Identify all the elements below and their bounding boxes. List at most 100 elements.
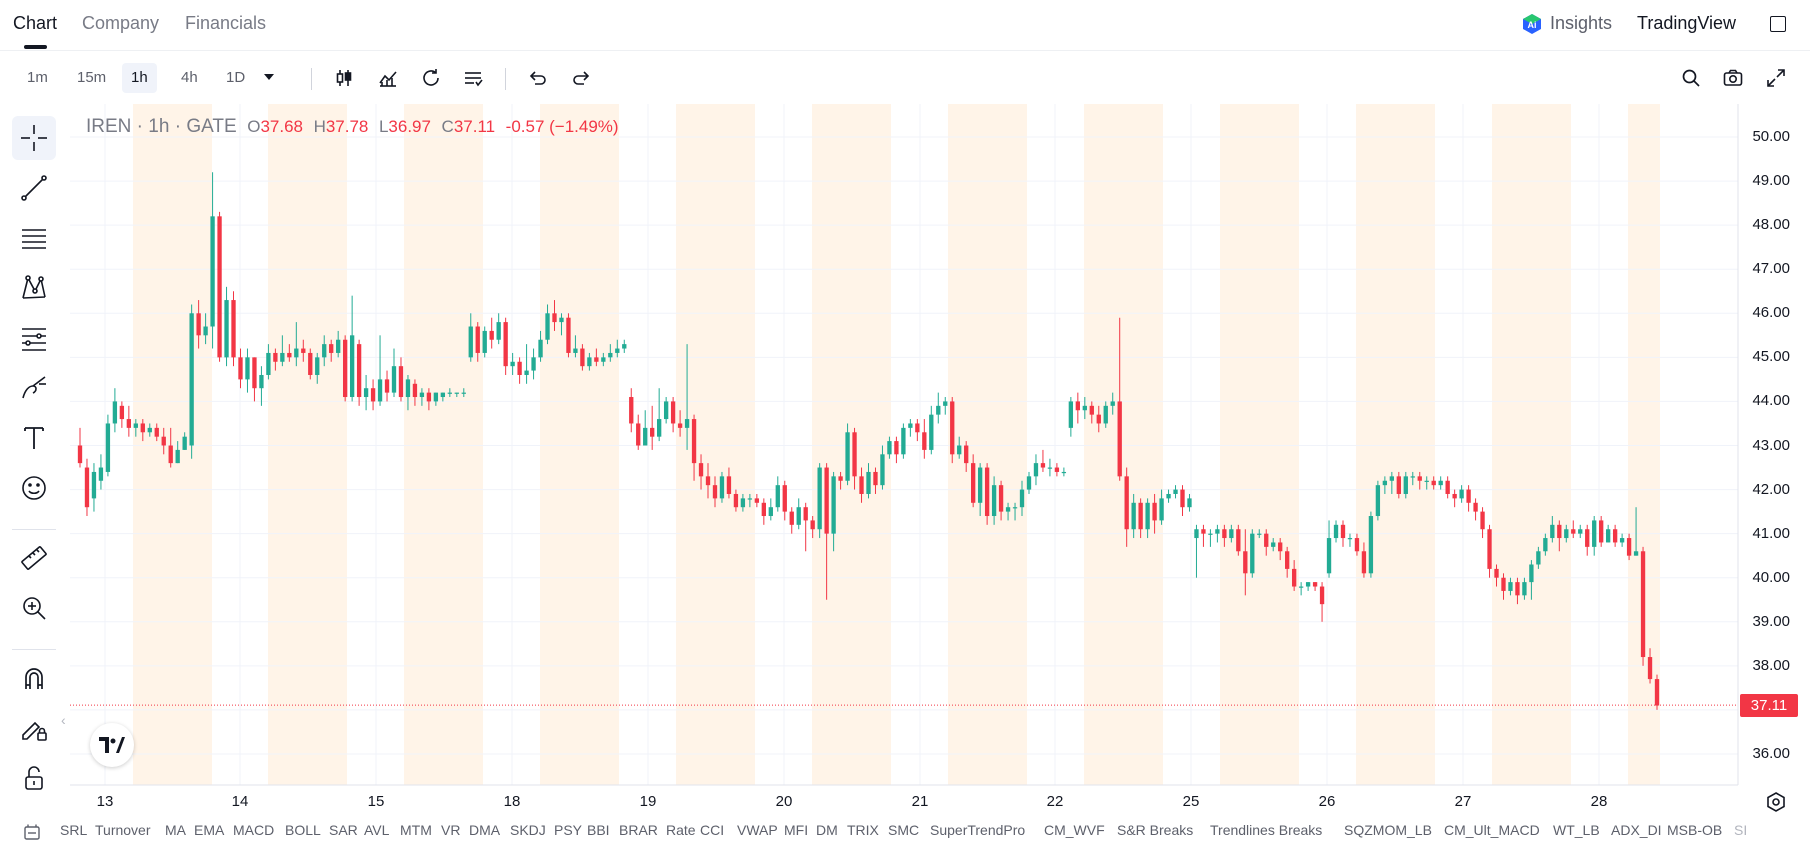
indicator-dma[interactable]: DMA	[469, 822, 501, 838]
indicator-panel-icon[interactable]	[23, 823, 41, 846]
candle-body	[259, 374, 264, 389]
brush-tool[interactable]	[12, 366, 56, 410]
tab-chart[interactable]: Chart	[13, 13, 58, 33]
indicator-macd[interactable]: MACD	[233, 822, 275, 838]
candle	[1487, 524, 1492, 578]
price-chart[interactable]	[0, 104, 1810, 804]
candle	[1501, 573, 1506, 600]
timeframe-1d[interactable]: 1D	[226, 69, 246, 86]
candle	[301, 339, 306, 362]
undo-icon[interactable]	[525, 65, 551, 91]
candle	[782, 480, 787, 521]
tradingview-logo[interactable]	[90, 723, 134, 767]
indicator-turnover[interactable]: Turnover	[95, 822, 151, 838]
candle-body	[852, 432, 857, 477]
fullscreen-icon[interactable]	[1763, 65, 1789, 91]
timeframe-1m[interactable]: 1m	[27, 69, 48, 86]
candle	[817, 463, 822, 539]
candle	[971, 454, 976, 508]
indicator-mfi[interactable]: MFI	[784, 822, 809, 838]
session-band	[676, 104, 755, 785]
symbol-name[interactable]: IREN	[86, 116, 132, 137]
collapse-toolbar-icon[interactable]: ‹	[61, 712, 66, 728]
unlock-icon[interactable]	[12, 756, 56, 800]
indicators-icon[interactable]	[375, 65, 401, 91]
candles-icon[interactable]	[331, 65, 357, 91]
candle-body	[349, 335, 355, 398]
fib-tool[interactable]	[12, 316, 56, 360]
candle	[517, 357, 522, 384]
candle	[252, 357, 257, 402]
magnet-icon[interactable]	[12, 656, 56, 700]
insights-link[interactable]: Insights	[1550, 13, 1613, 33]
indicator-psy[interactable]: PSY	[554, 822, 583, 838]
timeframe-1h[interactable]: 1h	[122, 63, 157, 93]
indicator-skdj[interactable]: SKDJ	[510, 822, 546, 838]
crosshair-tool[interactable]	[12, 116, 56, 160]
indicator-dm[interactable]: DM	[816, 822, 838, 838]
indicator-trix[interactable]: TRIX	[847, 822, 879, 838]
alerts-list-icon[interactable]	[460, 65, 486, 91]
candle	[1347, 533, 1353, 547]
indicator-sqzmom-lb[interactable]: SQZMOM_LB	[1344, 822, 1432, 838]
tab-financials[interactable]: Financials	[185, 13, 267, 33]
text-tool[interactable]	[12, 416, 56, 460]
tab-company[interactable]: Company	[82, 13, 160, 33]
indicator-wt-lb[interactable]: WT_LB	[1553, 822, 1600, 838]
zoom-in-icon[interactable]	[12, 586, 56, 630]
timeframe-dropdown-icon[interactable]	[264, 74, 274, 80]
indicator-avl[interactable]: AVL	[364, 822, 390, 838]
replay-icon[interactable]	[418, 65, 444, 91]
candle	[154, 423, 159, 442]
indicator-smc[interactable]: SMC	[888, 822, 920, 838]
indicator-srl[interactable]: SRL	[60, 822, 88, 838]
chart-settings-icon[interactable]	[1765, 791, 1787, 818]
candle-body	[1592, 520, 1597, 547]
candle-body	[133, 423, 138, 428]
indicator-boll[interactable]: BOLL	[285, 822, 321, 838]
camera-icon[interactable]	[1720, 65, 1746, 91]
redo-icon[interactable]	[568, 65, 594, 91]
indicator-trendlines-breaks[interactable]: Trendlines Breaks	[1210, 822, 1323, 838]
indicator-vr[interactable]: VR	[441, 822, 461, 838]
ruler-icon[interactable]	[12, 536, 56, 580]
candle-body	[1312, 582, 1318, 587]
insights-icon[interactable]: Ai	[1521, 13, 1543, 35]
candle	[168, 427, 173, 468]
timeframe-15m[interactable]: 15m	[77, 69, 107, 86]
trend-line-tool[interactable]	[12, 166, 56, 210]
indicator-adx-di[interactable]: ADX_DI	[1611, 822, 1662, 838]
candle-body	[1473, 502, 1478, 512]
timeframe-4h[interactable]: 4h	[181, 69, 198, 86]
indicator-cm-ult-macd[interactable]: CM_Ult_MACD	[1444, 822, 1540, 838]
lock-drawing-icon[interactable]	[12, 706, 56, 750]
indicator-bbi[interactable]: BBI	[587, 822, 610, 838]
indicator-rate[interactable]: Rate	[666, 822, 696, 838]
candle	[1410, 471, 1415, 486]
indicator-ema[interactable]: EMA	[194, 822, 225, 838]
candle	[468, 313, 473, 362]
indicator-ma[interactable]: MA	[165, 822, 186, 838]
candle	[224, 286, 229, 367]
indicator-cci[interactable]: CCI	[700, 822, 725, 838]
indicator-mtm[interactable]: MTM	[400, 822, 432, 838]
indicator-si[interactable]: SI	[1734, 822, 1748, 838]
session-band	[1084, 104, 1163, 785]
indicator-s-r-breaks[interactable]: S&R Breaks	[1117, 822, 1194, 838]
window-toggle-icon[interactable]	[1770, 16, 1786, 32]
indicator-sar[interactable]: SAR	[329, 822, 358, 838]
tradingview-link[interactable]: TradingView	[1637, 13, 1737, 33]
pattern-tool[interactable]	[12, 266, 56, 310]
candle	[1201, 524, 1206, 547]
candle-body	[552, 313, 557, 323]
search-icon[interactable]	[1678, 65, 1704, 91]
indicator-brar[interactable]: BRAR	[619, 822, 658, 838]
emoji-icon[interactable]	[12, 466, 56, 510]
horizontal-lines-tool[interactable]	[12, 216, 56, 260]
indicator-cm-wvf[interactable]: CM_WVF	[1044, 822, 1105, 838]
indicator-vwap[interactable]: VWAP	[737, 822, 778, 838]
indicator-supertrendpro[interactable]: SuperTrendPro	[930, 822, 1026, 838]
indicator-msb-ob[interactable]: MSB-OB	[1667, 822, 1723, 838]
candle-body	[1173, 489, 1178, 494]
candle-body	[545, 313, 550, 340]
